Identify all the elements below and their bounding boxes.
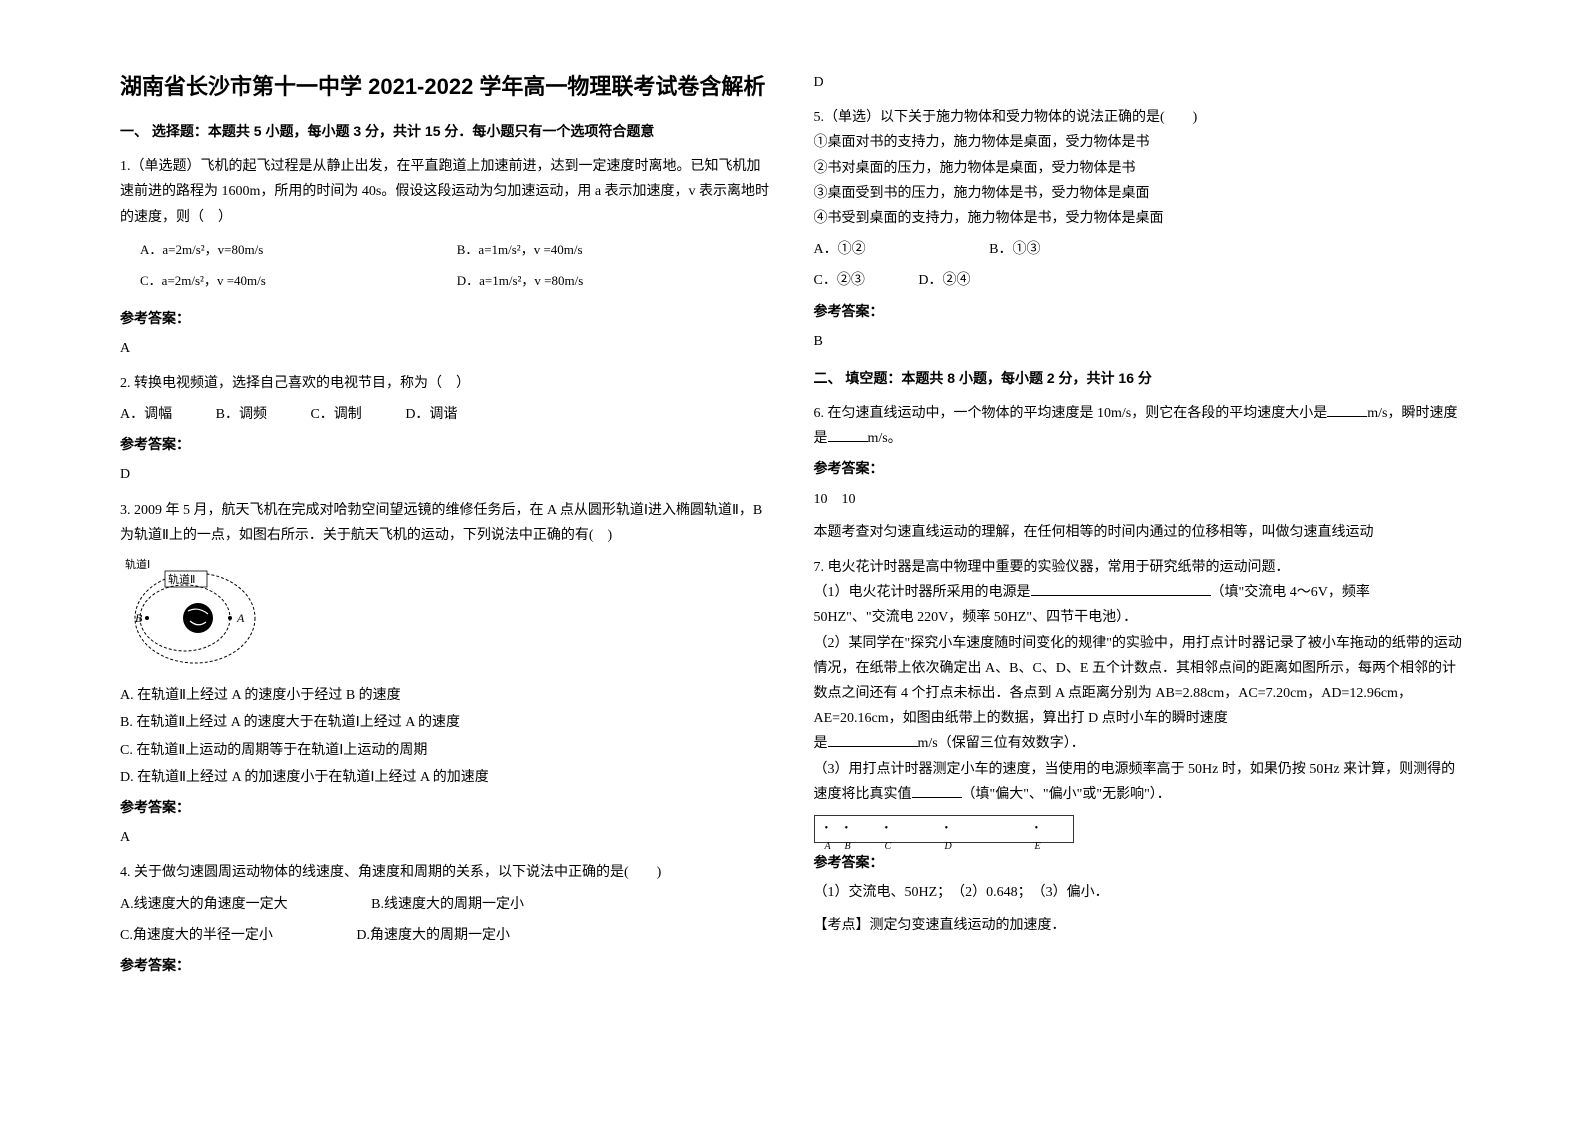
q2-answer-label: 参考答案： (120, 433, 774, 458)
q5-options-row2: C．②③ D．②④ (814, 268, 1468, 293)
q4-option-a: A.线速度大的角速度一定大 (120, 892, 288, 917)
q4-options-row1: A.线速度大的角速度一定大 B.线速度大的周期一定小 (120, 892, 774, 917)
q2-option-b: B．调频 (216, 402, 267, 427)
q5-option-c: C．②③ (814, 268, 865, 293)
q3-answer-label: 参考答案： (120, 796, 774, 821)
q6-answer: 10 10 (814, 487, 1468, 512)
q3-text: 3. 2009 年 5 月，航天飞机在完成对哈勃空间望远镜的维修任务后，在 A … (120, 498, 774, 548)
q3-option-c: C. 在轨道Ⅱ上运动的周期等于在轨道Ⅰ上运动的周期 (120, 738, 774, 763)
q2-option-a: A．调幅 (120, 402, 172, 427)
q7-p2c: m/s（保留三位有效数字）． (918, 736, 1085, 751)
q4-option-b: B.线速度大的周期一定小 (371, 892, 524, 917)
q1-options: A．a=2m/s²，v=80m/s B．a=1m/s²，v =40m/s C．a… (140, 238, 774, 301)
q5-statement-2: ②书对桌面的压力，施力物体是桌面，受力物体是书 (814, 156, 1468, 181)
point-a-label: A (236, 611, 245, 625)
point-a (228, 616, 232, 620)
q1-option-d: D．a=1m/s²，v =80m/s (457, 269, 774, 292)
document-title: 湖南省长沙市第十一中学 2021-2022 学年高一物理联考试卷含解析 (120, 70, 774, 103)
section-1-heading: 一、 选择题：本题共 5 小题，每小题 3 分，共计 15 分．每小题只有一个选… (120, 119, 774, 144)
right-column: D 5.（单选）以下关于施力物体和受力物体的说法正确的是( ) ①桌面对书的支持… (794, 70, 1488, 1082)
q2-option-d: D．调谐 (405, 402, 457, 427)
blank-3 (1031, 582, 1211, 596)
q7-topic: 【考点】测定匀变速直线运动的加速度． (814, 913, 1468, 938)
tape-point-a: •A (825, 820, 831, 856)
q7-p2b: 是 (814, 736, 828, 751)
q7-p1c: 50HZ"、"交流电 220V，频率 50HZ"、四节干电池）． (814, 605, 1468, 630)
q1-answer-label: 参考答案： (120, 307, 774, 332)
q5-statement-4: ④书受到桌面的支持力，施力物体是书，受力物体是桌面 (814, 206, 1468, 231)
q5-answer: B (814, 329, 1468, 354)
orbit-diagram: 轨道Ⅰ 轨道Ⅱ A B (120, 556, 774, 675)
orbit-label-2: 轨道Ⅱ (168, 572, 195, 586)
q7-part3: （3）用打点计时器测定小车的速度，当使用的电源频率高于 50Hz 时，如果仍按 … (814, 757, 1468, 807)
q4-options-row2: C.角速度大的半径一定小 D.角速度大的周期一定小 (120, 923, 774, 948)
left-column: 湖南省长沙市第十一中学 2021-2022 学年高一物理联考试卷含解析 一、 选… (100, 70, 794, 1082)
q7-p1b: （填"交流电 4～6V，频率 (1211, 585, 1370, 600)
q6-note: 本题考查对匀速直线运动的理解，在任何相等的时间内通过的位移相等，叫做匀速直线运动 (814, 520, 1468, 545)
blank-4 (828, 733, 918, 747)
q2-option-c: C．调制 (310, 402, 361, 427)
q6-text-1: 6. 在匀速直线运动中，一个物体的平均速度是 10m/s，则它在各段的平均速度大… (814, 406, 1328, 421)
question-6: 6. 在匀速直线运动中，一个物体的平均速度是 10m/s，则它在各段的平均速度大… (814, 401, 1468, 545)
q4-option-c: C.角速度大的半径一定小 (120, 923, 273, 948)
q1-option-b: B．a=1m/s²，v =40m/s (457, 238, 774, 261)
q5-option-a: A．①② (814, 237, 866, 262)
q3-answer: A (120, 825, 774, 850)
tape-point-d: •D (945, 820, 952, 856)
q3-option-b: B. 在轨道Ⅱ上经过 A 的速度大于在轨道Ⅰ上经过 A 的速度 (120, 710, 774, 735)
q4-answer: D (814, 70, 1468, 95)
q1-text: 1.（单选题）飞机的起飞过程是从静止出发，在平直跑道上加速前进，达到一定速度时离… (120, 154, 774, 230)
q1-option-a: A．a=2m/s²，v=80m/s (140, 238, 457, 261)
q1-option-c: C．a=2m/s²，v =40m/s (140, 269, 457, 292)
q5-option-d: D．②④ (918, 268, 970, 293)
q7-part2b: 是 m/s（保留三位有效数字）． (814, 731, 1468, 756)
q6-text-3: m/s。 (868, 431, 902, 446)
q1-answer: A (120, 336, 774, 361)
q7-part1: （1）电火花计时器所采用的电源是 （填"交流电 4～6V，频率 (814, 580, 1468, 605)
question-4: 4. 关于做匀速圆周运动物体的线速度、角速度和周期的关系，以下说法中正确的是( … (120, 860, 774, 979)
question-2: 2. 转换电视频道，选择自己喜欢的电视节目，称为（ ） A．调幅 B．调频 C．… (120, 371, 774, 488)
q7-answer-label: 参考答案： (814, 851, 1468, 876)
q5-answer-label: 参考答案： (814, 300, 1468, 325)
tape-diagram: •A •B •C •D •E (814, 815, 1074, 843)
q4-answer-label: 参考答案： (120, 954, 774, 979)
q3-option-a: A. 在轨道Ⅱ上经过 A 的速度小于经过 B 的速度 (120, 683, 774, 708)
q5-text: 5.（单选）以下关于施力物体和受力物体的说法正确的是( ) (814, 105, 1468, 130)
earth-icon (183, 603, 213, 633)
point-b-label: B (135, 611, 143, 625)
q2-answer: D (120, 462, 774, 487)
q7-p1a: （1）电火花计时器所采用的电源是 (814, 585, 1031, 600)
question-7: 7. 电火花计时器是高中物理中重要的实验仪器，常用于研究纸带的运动问题． （1）… (814, 555, 1468, 938)
blank-1 (1327, 403, 1367, 417)
q7-p3b: （填"偏大"、"偏小"或"无影响"）． (962, 787, 1171, 802)
tape-point-c: •C (885, 820, 892, 856)
q2-options: A．调幅 B．调频 C．调制 D．调谐 (120, 402, 774, 427)
q6-text: 6. 在匀速直线运动中，一个物体的平均速度是 10m/s，则它在各段的平均速度大… (814, 401, 1468, 451)
q7-answer: （1）交流电、50HZ； （2）0.648； （3）偏小． (814, 880, 1468, 905)
q3-options: A. 在轨道Ⅱ上经过 A 的速度小于经过 B 的速度 B. 在轨道Ⅱ上经过 A … (120, 683, 774, 790)
blank-5 (912, 784, 962, 798)
orbit-label-1: 轨道Ⅰ (125, 557, 150, 571)
section-2-heading: 二、 填空题：本题共 8 小题，每小题 2 分，共计 16 分 (814, 366, 1468, 391)
question-5: 5.（单选）以下关于施力物体和受力物体的说法正确的是( ) ①桌面对书的支持力，… (814, 105, 1468, 354)
q3-option-d: D. 在轨道Ⅱ上经过 A 的加速度小于在轨道Ⅰ上经过 A 的加速度 (120, 765, 774, 790)
orbit-svg: 轨道Ⅰ 轨道Ⅱ A B (120, 556, 270, 666)
q4-option-d: D.角速度大的周期一定小 (356, 923, 510, 948)
q4-text: 4. 关于做匀速圆周运动物体的线速度、角速度和周期的关系，以下说法中正确的是( … (120, 860, 774, 885)
question-1: 1.（单选题）飞机的起飞过程是从静止出发，在平直跑道上加速前进，达到一定速度时离… (120, 154, 774, 361)
point-b (145, 616, 149, 620)
tape-point-b: •B (845, 820, 851, 856)
q7-p2: （2）某同学在"探究小车速度随时间变化的规律"的实验中，用打点计时器记录了被小车… (814, 631, 1468, 732)
q5-option-b: B．①③ (989, 237, 1040, 262)
blank-2 (828, 428, 868, 442)
q7-intro: 7. 电火花计时器是高中物理中重要的实验仪器，常用于研究纸带的运动问题． (814, 555, 1468, 580)
q2-text: 2. 转换电视频道，选择自己喜欢的电视节目，称为（ ） (120, 371, 774, 396)
q5-statement-1: ①桌面对书的支持力，施力物体是桌面，受力物体是书 (814, 130, 1468, 155)
question-3: 3. 2009 年 5 月，航天飞机在完成对哈勃空间望远镜的维修任务后，在 A … (120, 498, 774, 851)
q5-statement-3: ③桌面受到书的压力，施力物体是书，受力物体是桌面 (814, 181, 1468, 206)
tape-point-e: •E (1035, 820, 1041, 856)
q6-answer-label: 参考答案： (814, 457, 1468, 482)
q5-options-row1: A．①② B．①③ (814, 237, 1468, 262)
